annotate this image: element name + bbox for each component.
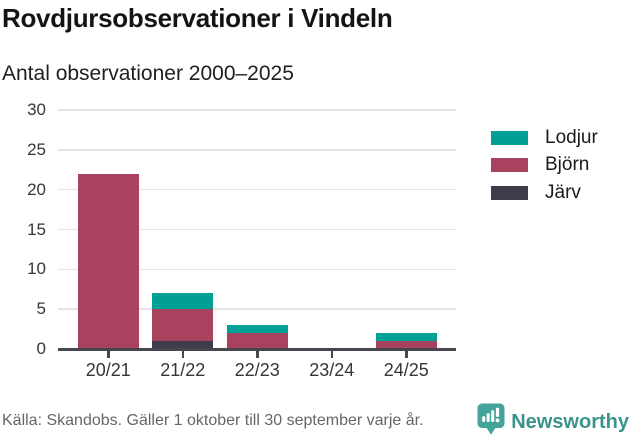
bar-segment-lodjur [152, 293, 214, 310]
newsworthy-logo-link[interactable]: Newsworthy [477, 403, 629, 439]
chart-subtitle: Antal observationer 2000–2025 [2, 62, 294, 85]
legend-item-järv: Järv [491, 182, 598, 203]
bar-segment-björn [152, 309, 214, 342]
y-axis-tick-label: 0 [36, 339, 46, 358]
bar-segment-björn [77, 173, 139, 349]
legend-item-lodjur: Lodjur [491, 127, 598, 148]
legend-label: Järv [545, 181, 581, 203]
gridline [58, 149, 456, 151]
bar-segment-lodjur [226, 325, 288, 334]
gridline [58, 188, 456, 191]
legend-swatch [491, 130, 528, 145]
bar-segment-björn [375, 341, 437, 349]
legend-label: Lodjur [545, 126, 598, 148]
x-axis-tick [256, 350, 259, 358]
y-axis-tick-label: 20 [27, 179, 46, 199]
y-axis-tick-label: 15 [27, 219, 46, 239]
x-axis-label: 22/23 [234, 360, 280, 380]
gridline [58, 109, 456, 111]
newsworthy-icon [477, 403, 505, 439]
gridline [58, 228, 456, 231]
gridline [58, 308, 456, 310]
source-note: Källa: Skandobs. Gäller 1 oktober till 3… [2, 412, 424, 429]
legend-label: Björn [545, 154, 590, 175]
x-axis-label: 24/25 [383, 360, 429, 380]
x-axis-tick [181, 350, 184, 358]
y-axis-tick-label: 5 [36, 299, 46, 319]
y-axis-tick-label: 25 [27, 139, 46, 159]
legend-swatch [491, 185, 528, 200]
chart-title: Rovdjursobservationer i Vindeln [2, 3, 393, 33]
gridline [58, 268, 456, 271]
chart-area: 0 5 10 15 20 25 30 20/21 21/22 22/23 23/24 24/25 Lo… [0, 100, 631, 390]
y-axis-tick-label: 10 [27, 259, 46, 279]
brand-text: Newsworthy [511, 410, 629, 433]
y-axis-tick-label: 30 [27, 100, 46, 119]
x-axis-label: 23/24 [309, 360, 355, 380]
x-axis-line [58, 347, 456, 351]
x-axis-tick [405, 350, 408, 358]
x-axis-label: 20/21 [85, 360, 131, 380]
x-axis-tick [330, 350, 333, 358]
legend-swatch [491, 158, 528, 172]
bar-segment-järv [152, 341, 214, 349]
legend: Lodjur Björn Järv [491, 127, 598, 210]
x-axis-label: 21/22 [160, 360, 206, 380]
bar-segment-björn [226, 333, 288, 349]
bar-segment-lodjur [375, 333, 437, 342]
legend-item-björn: Björn [491, 154, 598, 176]
x-axis-tick [107, 350, 110, 358]
